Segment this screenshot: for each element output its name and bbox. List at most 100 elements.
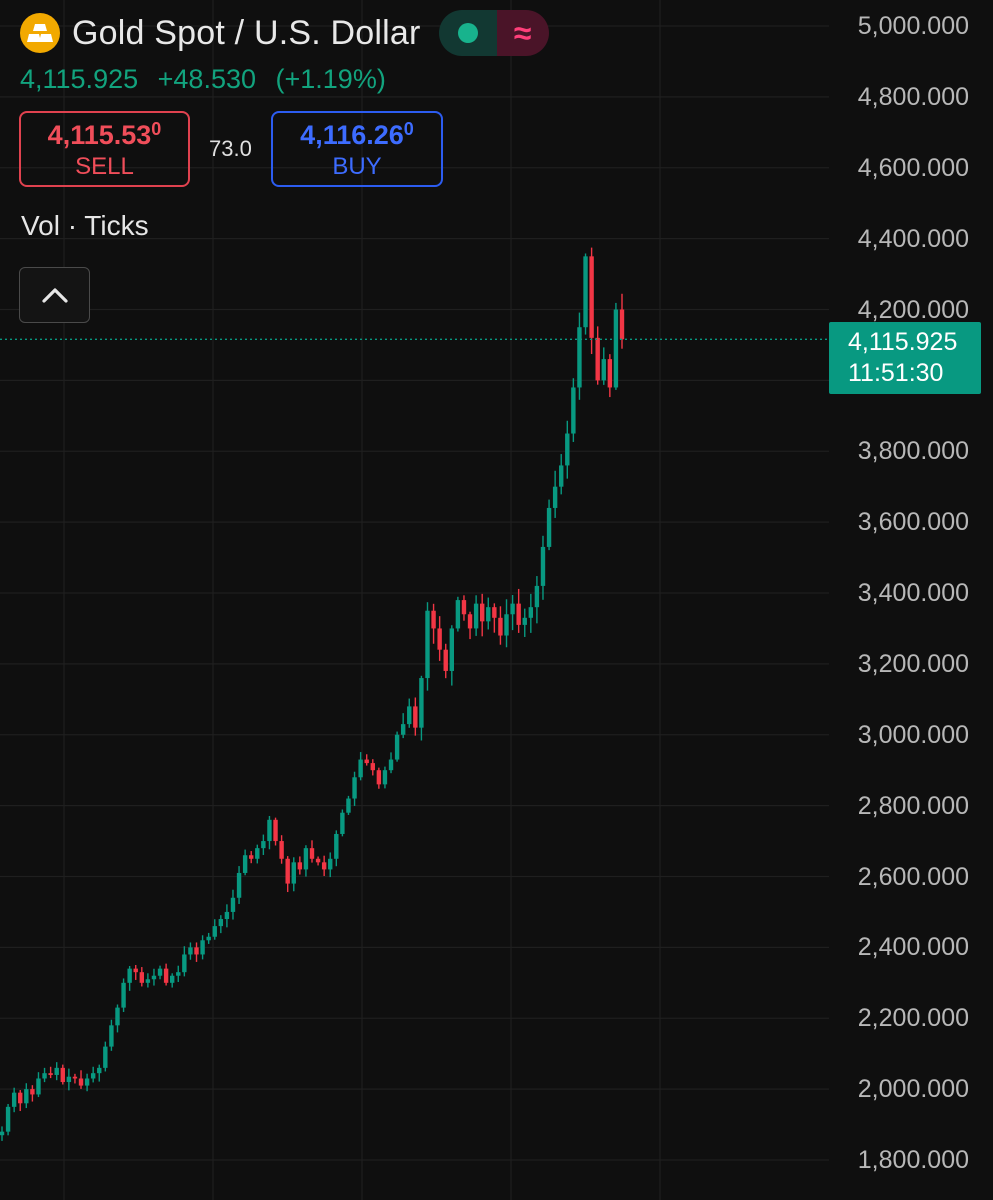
candle-body <box>321 862 327 870</box>
candle-body <box>382 770 388 785</box>
candle-body <box>90 1073 96 1079</box>
candle-body <box>249 855 254 859</box>
candle-body <box>522 617 527 625</box>
candle-body <box>461 600 467 615</box>
price-series <box>0 247 625 1141</box>
candle-body <box>431 610 436 629</box>
candle-body <box>261 841 266 849</box>
candle-body <box>0 1131 5 1136</box>
market-open-indicator[interactable] <box>438 10 497 56</box>
candle-body <box>30 1089 35 1095</box>
candle-body <box>230 897 236 912</box>
sell-button[interactable]: 4,115.530 SELL <box>19 111 190 187</box>
candle-body <box>388 759 394 771</box>
candle-body <box>273 819 278 842</box>
candle-body <box>103 1046 108 1068</box>
price-summary: 4,115.925 +48.530 (+1.19%) <box>20 64 398 95</box>
candle-body <box>467 614 473 629</box>
candle-body <box>613 309 619 388</box>
candle-body <box>255 848 260 859</box>
candle-body <box>419 678 424 728</box>
y-tick-label: 4,200.000 <box>857 295 969 324</box>
buy-price: 4,116.260 <box>300 119 414 150</box>
candle-body <box>552 486 558 508</box>
candle-body <box>303 848 309 870</box>
candle-body <box>334 833 339 859</box>
candle-body <box>121 982 126 1008</box>
candle-body <box>212 926 217 937</box>
candle-body <box>151 975 157 980</box>
last-price-tag-countdown: 11:51:30 <box>848 359 944 387</box>
chart-grid <box>0 0 829 1200</box>
candle-body <box>394 734 400 760</box>
candle-body <box>18 1092 23 1104</box>
gold-bars-icon[interactable] <box>20 13 60 53</box>
y-tick-label: 2,000.000 <box>857 1075 969 1104</box>
market-status-pill[interactable]: ≈ <box>438 10 549 56</box>
candle-body <box>24 1089 29 1104</box>
sell-price: 4,115.530 <box>47 119 162 150</box>
last-price-tag-price: 4,115.925 <box>848 328 958 356</box>
symbol-title[interactable]: Gold Spot / U.S. Dollar <box>72 13 421 52</box>
candle-body <box>297 862 303 870</box>
candle-body <box>437 628 442 650</box>
y-tick-label: 2,400.000 <box>857 933 969 962</box>
candle-body <box>565 433 570 466</box>
y-tick-label: 4,800.000 <box>857 82 969 111</box>
y-tick-label: 3,800.000 <box>857 437 969 466</box>
candle-body <box>358 759 363 778</box>
candle-body <box>486 607 491 622</box>
candle-body <box>188 947 193 955</box>
candle-body <box>346 798 351 813</box>
y-tick-label: 2,800.000 <box>857 791 969 820</box>
candle-body <box>206 936 211 941</box>
candle-body <box>577 327 582 388</box>
candle-body <box>145 979 151 983</box>
chevron-up-icon <box>41 288 68 303</box>
candle-body <box>285 858 290 884</box>
candle-body <box>376 770 382 785</box>
candle-body <box>619 309 625 340</box>
candle-body <box>163 968 169 983</box>
candle-body <box>534 585 540 608</box>
candle-body <box>200 940 205 955</box>
candle-body <box>370 763 375 771</box>
price-change: +48.530 <box>157 64 256 94</box>
candle-body <box>328 858 333 870</box>
buy-label: BUY <box>332 153 382 180</box>
candle-body <box>309 848 315 859</box>
candle-body <box>407 706 412 725</box>
symbol-header: Gold Spot / U.S. Dollar ≈ <box>20 10 549 56</box>
candle-body <box>352 777 357 799</box>
candle-body <box>595 337 600 381</box>
y-tick-label: 4,400.000 <box>857 224 969 253</box>
candle-body <box>157 968 163 976</box>
y-tick-label: 3,400.000 <box>857 579 969 607</box>
candle-body <box>139 972 145 983</box>
candle-body <box>498 617 503 636</box>
candle-body <box>400 724 406 735</box>
candle-body <box>169 975 175 983</box>
candle-body <box>540 546 546 586</box>
market-open-dot-icon <box>457 23 478 43</box>
buy-button[interactable]: 4,116.260 BUY <box>271 111 443 187</box>
candle-body <box>11 1092 17 1107</box>
candle-body <box>559 465 564 487</box>
candle-body <box>504 614 509 636</box>
candle-body <box>182 954 187 973</box>
collapse-legend-button[interactable] <box>19 267 90 323</box>
candle-body <box>36 1078 41 1095</box>
candle-body <box>492 607 497 618</box>
y-tick-label: 3,600.000 <box>857 508 969 537</box>
candle-body <box>443 649 448 671</box>
y-tick-label: 2,600.000 <box>857 862 969 891</box>
candle-body <box>571 387 576 434</box>
y-tick-label: 4,600.000 <box>857 153 969 182</box>
approx-icon[interactable]: ≈ <box>496 10 549 56</box>
candle-body <box>224 911 230 920</box>
candle-body <box>546 507 552 547</box>
candle-body <box>267 819 272 842</box>
indicator-legend[interactable]: Vol · Ticks <box>21 210 149 241</box>
